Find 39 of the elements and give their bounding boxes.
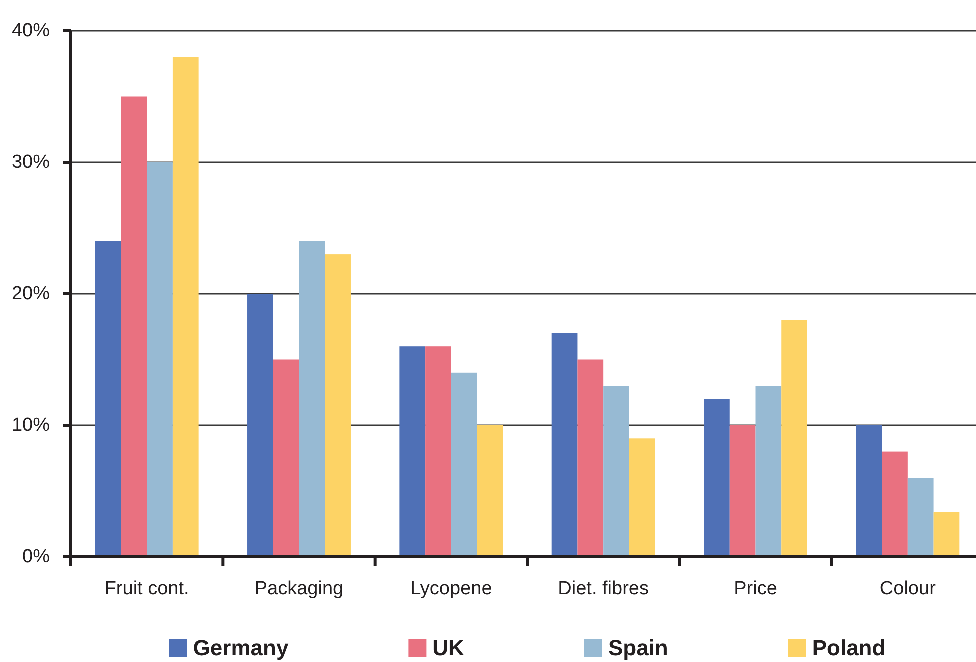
bar	[451, 372, 478, 557]
bar	[147, 162, 173, 557]
x-tick-label: Lycopene	[410, 578, 492, 600]
y-tick-label: 10%	[12, 415, 50, 436]
bar	[95, 241, 122, 557]
bar	[730, 426, 756, 557]
y-tick-label: 0%	[22, 546, 50, 568]
bar	[400, 346, 426, 557]
legend-label: Germany	[193, 636, 290, 660]
bar	[273, 360, 300, 557]
x-tick-label: Colour	[880, 578, 937, 600]
y-tick-label: 30%	[12, 152, 50, 173]
x-tick-label: Fruit cont.	[104, 578, 190, 600]
bar	[882, 452, 908, 557]
legend-label: UK	[432, 636, 465, 660]
bar	[856, 426, 882, 557]
bar	[248, 294, 274, 557]
bar	[629, 438, 656, 557]
y-tick-label: 40%	[12, 20, 50, 42]
bar	[426, 346, 452, 557]
bar	[756, 386, 782, 557]
x-tick-label: Price	[734, 578, 778, 600]
bar	[934, 512, 960, 557]
bar	[604, 386, 630, 557]
bar	[704, 399, 730, 557]
x-tick-label: Diet. fibres	[558, 578, 649, 600]
legend-label: Spain	[608, 636, 668, 660]
bar	[172, 57, 199, 557]
bar	[782, 320, 808, 557]
y-tick-label: 20%	[12, 284, 50, 304]
bar	[908, 478, 934, 557]
bar	[121, 96, 148, 557]
bar	[578, 360, 604, 557]
bar	[299, 241, 326, 557]
bar	[477, 426, 504, 557]
bar	[325, 254, 351, 557]
bar	[552, 333, 578, 557]
x-tick-label: Packaging	[254, 578, 344, 600]
legend-label: Poland	[812, 636, 886, 660]
